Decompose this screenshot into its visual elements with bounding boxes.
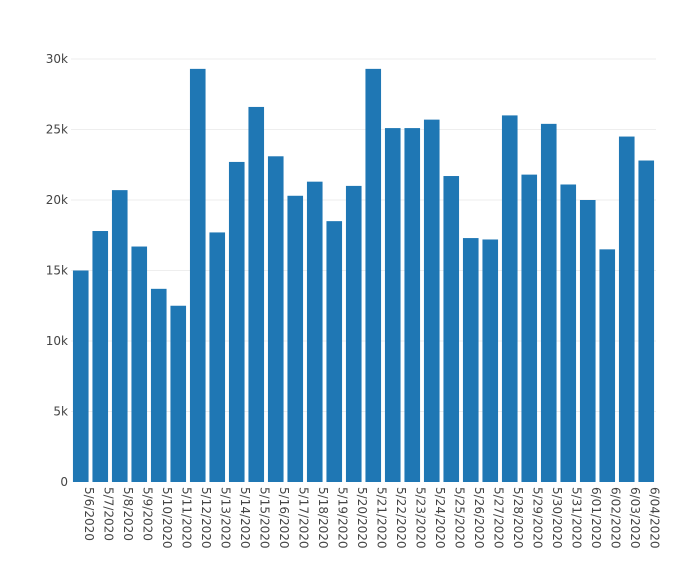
y-tick-label: 20k (46, 193, 68, 207)
y-tick-label: 15k (46, 264, 68, 278)
x-tick-label: 5/30/2020 (550, 487, 564, 549)
x-tick-label: 6/03/2020 (628, 487, 642, 549)
x-tick-label: 5/7/2020 (101, 487, 115, 541)
x-tick-label: 6/02/2020 (608, 487, 622, 549)
bar[interactable] (345, 185, 362, 482)
x-tick-label: 5/12/2020 (199, 487, 213, 549)
y-tick-label: 5k (53, 405, 68, 419)
x-tick-label: 5/22/2020 (394, 487, 408, 549)
x-tick-label: 5/6/2020 (82, 487, 96, 541)
x-tick-label: 5/27/2020 (491, 487, 505, 549)
bar[interactable] (423, 119, 440, 482)
y-tick-label: 10k (46, 334, 68, 348)
bar[interactable] (72, 270, 89, 483)
bar[interactable] (462, 238, 479, 482)
x-tick-label: 5/16/2020 (277, 487, 291, 549)
bar[interactable] (170, 305, 187, 482)
bar[interactable] (111, 190, 128, 482)
bar[interactable] (326, 221, 343, 482)
bar[interactable] (443, 176, 460, 482)
bar[interactable] (228, 161, 245, 482)
x-tick-label: 5/24/2020 (433, 487, 447, 549)
bar[interactable] (306, 181, 323, 483)
x-tick-label: 5/23/2020 (413, 487, 427, 549)
bar[interactable] (618, 136, 635, 483)
bar[interactable] (521, 174, 538, 482)
x-tick-label: 5/9/2020 (140, 487, 154, 541)
x-tick-label: 5/13/2020 (218, 487, 232, 549)
bar[interactable] (209, 232, 226, 482)
bar[interactable] (92, 231, 109, 482)
gridlines (71, 58, 656, 412)
x-tick-label: 5/14/2020 (238, 487, 252, 549)
bar[interactable] (365, 68, 382, 483)
x-tick-label: 5/18/2020 (316, 487, 330, 549)
x-tick-label: 5/8/2020 (121, 487, 135, 541)
x-tick-label: 5/28/2020 (511, 487, 525, 549)
bar[interactable] (638, 160, 655, 482)
x-tick-label: 5/15/2020 (257, 487, 271, 549)
x-tick-label: 5/21/2020 (374, 487, 388, 549)
bar[interactable] (540, 123, 557, 483)
bar[interactable] (189, 68, 206, 483)
bar[interactable] (384, 128, 401, 482)
y-axis-ticks: 0 5k 10k 15k 20k 25k 30k (46, 52, 68, 489)
bars (72, 68, 655, 483)
bar[interactable] (579, 200, 596, 482)
x-tick-label: 5/10/2020 (160, 487, 174, 549)
y-tick-label: 30k (46, 52, 68, 66)
bar[interactable] (248, 106, 265, 482)
x-tick-label: 5/29/2020 (530, 487, 544, 549)
x-tick-label: 5/17/2020 (296, 487, 310, 549)
bar[interactable] (501, 115, 518, 483)
x-axis-ticks: 5/6/2020 5/7/2020 5/8/2020 5/9/2020 5/10/202… (82, 487, 662, 549)
bar[interactable] (267, 156, 284, 483)
x-tick-label: 6/04/2020 (647, 487, 661, 549)
y-tick-label: 0 (60, 475, 68, 489)
bar[interactable] (404, 128, 421, 482)
bar[interactable] (131, 246, 148, 482)
bar[interactable] (560, 184, 577, 483)
x-tick-label: 5/19/2020 (335, 487, 349, 549)
x-tick-label: 5/31/2020 (569, 487, 583, 549)
x-tick-label: 5/20/2020 (355, 487, 369, 549)
x-tick-label: 5/11/2020 (179, 487, 193, 549)
x-tick-label: 5/25/2020 (452, 487, 466, 549)
bar[interactable] (150, 288, 167, 482)
bar[interactable] (482, 239, 499, 482)
bar[interactable] (287, 195, 304, 482)
bar[interactable] (599, 249, 616, 482)
x-tick-label: 5/26/2020 (472, 487, 486, 549)
x-tick-label: 6/01/2020 (589, 487, 603, 549)
y-tick-label: 25k (46, 123, 68, 137)
